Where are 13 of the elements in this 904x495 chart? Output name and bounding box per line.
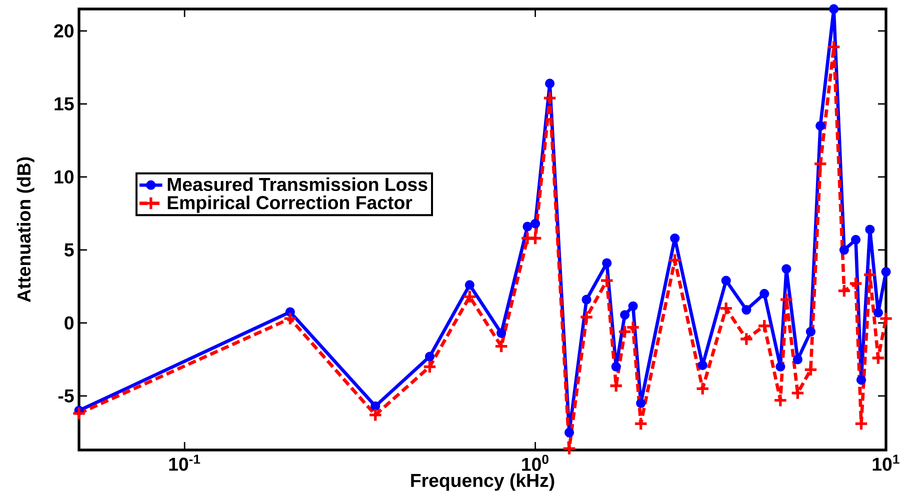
- x-axis-title: Frequency (kHz): [411, 473, 554, 491]
- y-tick-label: 15: [54, 97, 74, 110]
- y-tick-label: -5: [58, 389, 74, 402]
- legend-label: Empirical Correction Factor: [168, 196, 412, 213]
- x-tick-label: 10$^{-1}$: [169, 454, 200, 471]
- y-tick-label: 20: [54, 24, 74, 38]
- y-axis-title: Attenuation (dB): [16, 157, 34, 302]
- y-tick-label: 10: [54, 170, 74, 184]
- y-tick-label: 5: [64, 243, 74, 256]
- x-tick-label: 10$^{1}$: [872, 454, 900, 471]
- y-tick-label: 0: [64, 316, 74, 330]
- legend-label: Measured Transmission Loss: [168, 177, 428, 192]
- x-tick-label: 10$^{0}$: [522, 454, 548, 471]
